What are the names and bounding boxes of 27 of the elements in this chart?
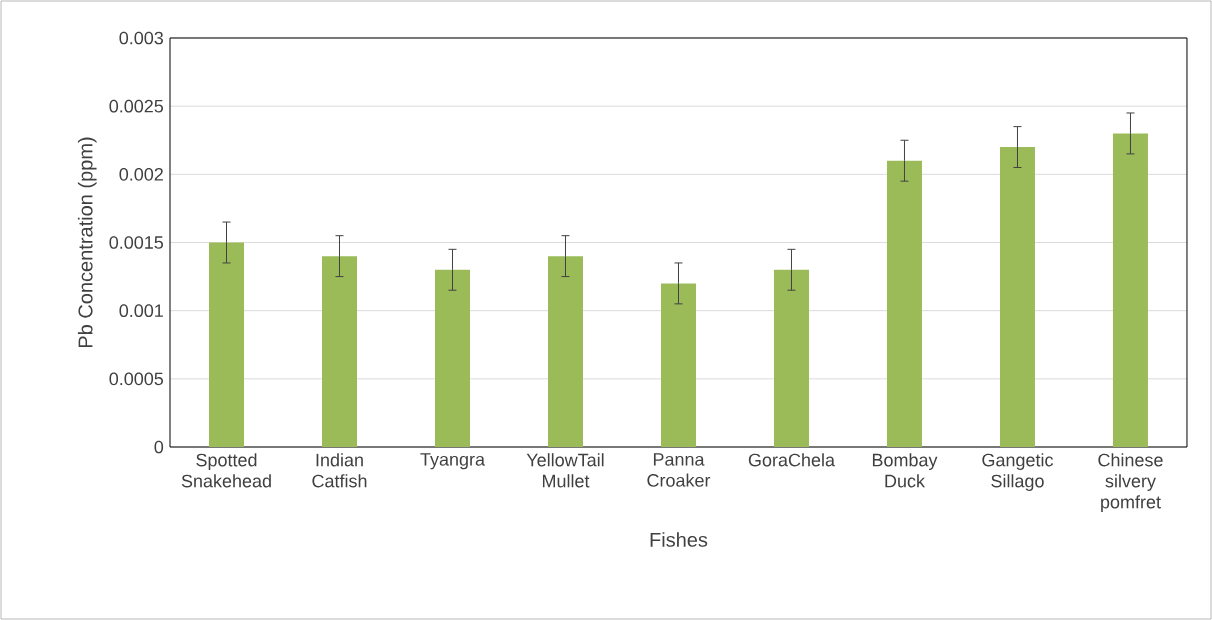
bar xyxy=(886,160,922,447)
x-tick-label: Gangetic Sillago xyxy=(982,453,1054,491)
x-tick-label: Indian Catfish xyxy=(312,453,367,488)
bar xyxy=(1112,133,1148,447)
x-tick-label: Chinese silvery pomfret xyxy=(1098,453,1163,512)
y-tick-label: 0.001 xyxy=(119,304,163,318)
bar xyxy=(999,147,1035,447)
bar xyxy=(773,269,809,447)
x-tick-label: Tyangra xyxy=(420,453,486,470)
x-tick-label: Spotted Snakehead xyxy=(181,453,271,488)
x-tick-label: YellowTail Mullet xyxy=(526,453,604,488)
x-tick-label: Panna Croaker xyxy=(647,453,711,487)
x-axis-title: Fishes xyxy=(650,532,708,547)
y-tick-label: 0 xyxy=(154,440,164,454)
y-axis-title: Pb Concentration (ppm) xyxy=(77,137,97,348)
y-tick-label: 0.0005 xyxy=(109,372,164,386)
bar xyxy=(322,256,357,447)
bar xyxy=(434,269,470,447)
bar xyxy=(660,283,696,447)
y-tick-label: 0.002 xyxy=(119,167,163,181)
y-tick-label: 0.003 xyxy=(119,31,163,45)
y-tick-label: 0.0015 xyxy=(109,236,164,249)
x-tick-label: GoraChela xyxy=(748,453,835,467)
bar xyxy=(209,242,244,447)
bar xyxy=(547,256,583,447)
x-tick-label: Bombay Duck xyxy=(872,453,938,488)
y-tick-label: 0.0025 xyxy=(109,99,164,113)
